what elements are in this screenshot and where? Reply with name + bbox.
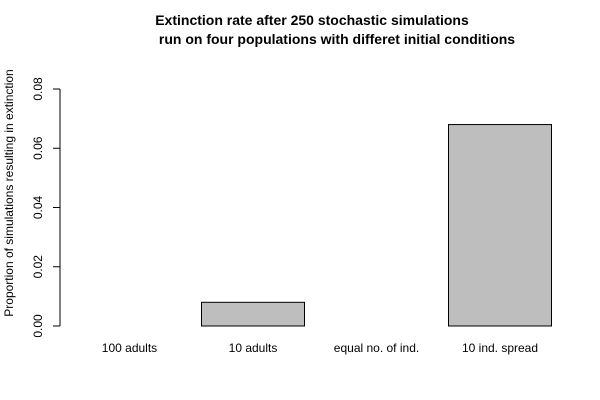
y-tick-label-4: 0.08 [31, 77, 45, 101]
bars-group [201, 124, 552, 327]
y-tick-label-1: 0.02 [31, 255, 45, 279]
y-axis: 0.00 0.02 0.04 0.06 0.08 [31, 77, 61, 338]
x-tick-label-2: equal no. of ind. [334, 341, 419, 355]
y-tick-label-0: 0.00 [31, 314, 45, 338]
y-tick-label-3: 0.06 [31, 136, 45, 160]
x-tick-label-1: 10 adults [229, 341, 278, 355]
y-tick-label-2: 0.04 [31, 195, 45, 219]
y-axis-title: Proportion of simulations resulting in e… [2, 69, 16, 316]
bar-3 [448, 124, 552, 327]
x-axis-labels: 100 adults 10 adults equal no. of ind. 10 i… [102, 341, 538, 355]
bar-1 [201, 301, 305, 327]
chart-title-line-1: Extinction rate after 250 stochastic sim… [155, 12, 469, 28]
x-tick-label-3: 10 ind. spread [462, 341, 538, 355]
x-tick-label-0: 100 adults [102, 341, 157, 355]
chart-title-line-2: run on four populations with differet in… [159, 31, 515, 47]
